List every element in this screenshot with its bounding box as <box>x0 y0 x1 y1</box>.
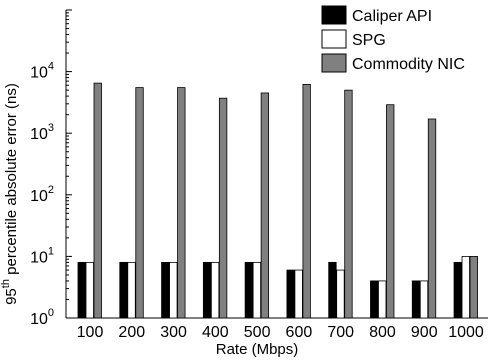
bar-caliper-api <box>202 261 212 319</box>
x-tick-label: 800 <box>369 324 396 341</box>
legend-swatch-commodity-nic <box>321 53 347 73</box>
bar-spg <box>85 261 94 319</box>
legend-label: SPG <box>352 32 386 49</box>
bar-caliper-api <box>328 261 337 319</box>
x-tick-label: 700 <box>327 324 354 341</box>
bar-spg <box>336 269 345 319</box>
bar-spg <box>210 261 220 319</box>
bar-commodity-nic <box>302 83 311 319</box>
bar-commodity-nic <box>218 97 228 319</box>
bar-commodity-nic <box>93 82 102 319</box>
legend-swatch-spg <box>321 29 347 49</box>
bar-spg <box>419 280 429 319</box>
bar-spg <box>378 280 387 319</box>
bar-caliper-api <box>286 269 295 319</box>
bar-commodity-nic <box>135 87 144 319</box>
bar-spg <box>127 261 136 319</box>
bar-spg <box>461 255 470 319</box>
bar-caliper-api <box>370 280 379 319</box>
x-tick-label: 300 <box>160 324 187 341</box>
y-tick-label: 103 <box>30 122 54 143</box>
bar-spg <box>294 269 303 319</box>
bar-caliper-api <box>119 261 128 319</box>
y-axis-title: 95th percentile absolute error (ns) <box>0 83 20 305</box>
bar-spg <box>252 261 262 319</box>
x-tick-label: 600 <box>286 324 313 341</box>
x-tick-label: 400 <box>202 324 229 341</box>
x-tick-label: 500 <box>244 324 271 341</box>
y-tick-label: 102 <box>30 184 54 205</box>
y-tick-label: 104 <box>30 61 54 82</box>
bar-caliper-api <box>244 261 254 319</box>
bar-caliper-api <box>77 261 86 319</box>
x-tick-label: 100 <box>77 324 104 341</box>
y-tick-label: 101 <box>30 245 54 266</box>
bar-caliper-api <box>411 280 421 319</box>
legend-swatch-caliper-api <box>321 5 347 25</box>
legend: Caliper API SPG Commodity NIC <box>321 5 465 73</box>
bar-spg <box>169 261 178 319</box>
bar-commodity-nic <box>469 255 478 319</box>
bar-commodity-nic <box>344 89 353 319</box>
bar-commodity-nic <box>427 118 437 319</box>
bar-caliper-api <box>453 261 462 319</box>
bar-commodity-nic <box>386 104 395 319</box>
y-tick-label: 100 <box>30 307 54 328</box>
bar-commodity-nic <box>260 92 270 319</box>
x-tick-label: 200 <box>118 324 145 341</box>
x-tick-label: 1000 <box>448 324 484 341</box>
legend-label: Caliper API <box>352 8 432 25</box>
bar-caliper-api <box>161 261 170 319</box>
bar-commodity-nic <box>177 87 186 319</box>
x-tick-label: 900 <box>411 324 438 341</box>
x-axis-title: Rate (Mbps) <box>216 341 299 358</box>
legend-label: Commodity NIC <box>352 56 465 73</box>
